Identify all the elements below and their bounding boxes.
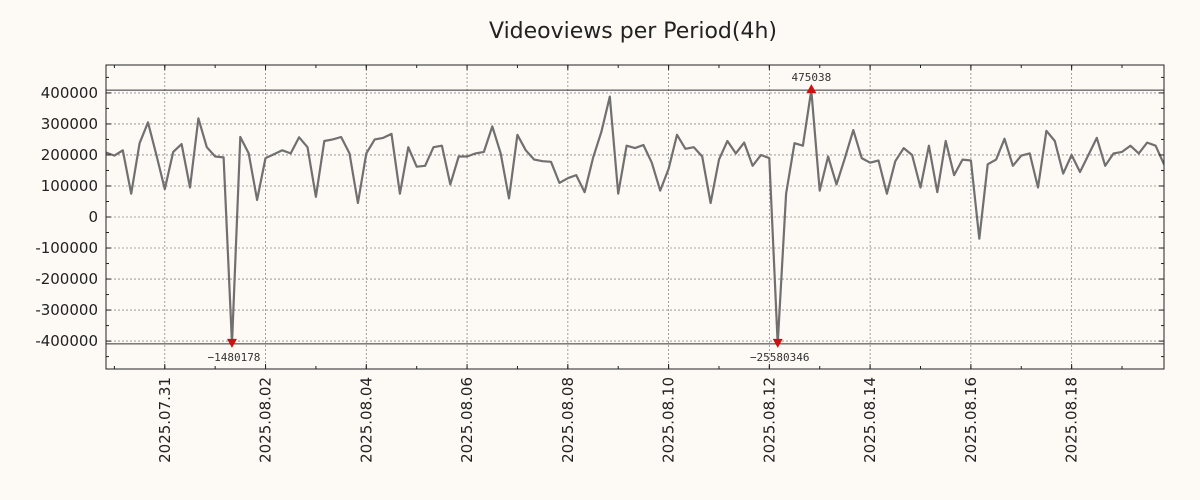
x-tick-label: 2025.08.02 bbox=[257, 377, 275, 463]
x-tick-label: 2025.08.08 bbox=[559, 377, 577, 463]
outlier-label: 475038 bbox=[791, 71, 831, 84]
outlier-markers: −1480178 −25580346 475038 bbox=[207, 71, 831, 364]
x-axis-ticks: 2025.07.31 2025.08.02 2025.08.04 2025.08.06… bbox=[113, 65, 1123, 463]
x-tick-label: 2025.08.16 bbox=[962, 377, 980, 463]
y-tick-label: 200000 bbox=[41, 146, 98, 164]
x-tick-label: 2025.08.04 bbox=[357, 377, 375, 463]
x-tick-label: 2025.08.14 bbox=[861, 377, 879, 463]
y-axis-ticks: 400000 300000 200000 100000 0 -100000 -200000 -… bbox=[35, 76, 1164, 358]
y-tick-label: -200000 bbox=[35, 270, 98, 288]
grid-layer bbox=[106, 65, 1164, 369]
x-tick-label: 2025.08.12 bbox=[760, 377, 778, 463]
x-tick-label: 2025.08.18 bbox=[1063, 377, 1081, 463]
x-tick-label: 2025.08.10 bbox=[660, 377, 678, 463]
y-tick-label: 300000 bbox=[41, 115, 98, 133]
down-triangle-marker bbox=[226, 338, 237, 348]
y-tick-label: 400000 bbox=[41, 84, 98, 102]
x-tick-label: 2025.08.06 bbox=[458, 377, 476, 463]
y-tick-label: 100000 bbox=[41, 177, 98, 195]
up-triangle-marker bbox=[806, 84, 817, 94]
series-layer bbox=[106, 88, 1164, 345]
outlier-label: −1480178 bbox=[207, 351, 260, 364]
chart-title: Videoviews per Period(4h) bbox=[489, 19, 777, 44]
down-triangle-marker bbox=[772, 338, 783, 348]
y-tick-label: -400000 bbox=[35, 332, 98, 350]
series-line bbox=[106, 88, 1164, 345]
y-tick-label: -100000 bbox=[35, 239, 98, 257]
y-tick-label: 0 bbox=[88, 208, 98, 226]
outlier-label: −25580346 bbox=[750, 351, 810, 364]
clip-lines bbox=[106, 89, 1164, 345]
x-tick-label: 2025.07.31 bbox=[156, 377, 174, 463]
y-tick-label: -300000 bbox=[35, 301, 98, 319]
